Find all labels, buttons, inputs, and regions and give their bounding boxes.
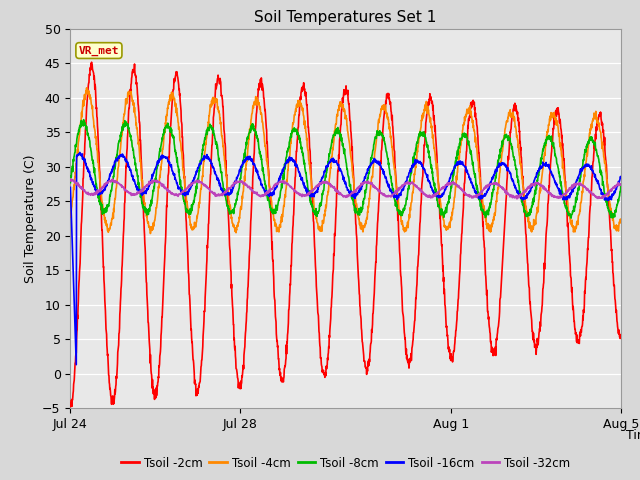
Legend: Tsoil -2cm, Tsoil -4cm, Tsoil -8cm, Tsoil -16cm, Tsoil -32cm: Tsoil -2cm, Tsoil -4cm, Tsoil -8cm, Tsoi… [116, 452, 575, 474]
Text: Time: Time [627, 429, 640, 442]
Title: Soil Temperatures Set 1: Soil Temperatures Set 1 [255, 10, 436, 25]
Y-axis label: Soil Temperature (C): Soil Temperature (C) [24, 154, 36, 283]
Text: VR_met: VR_met [79, 46, 119, 56]
